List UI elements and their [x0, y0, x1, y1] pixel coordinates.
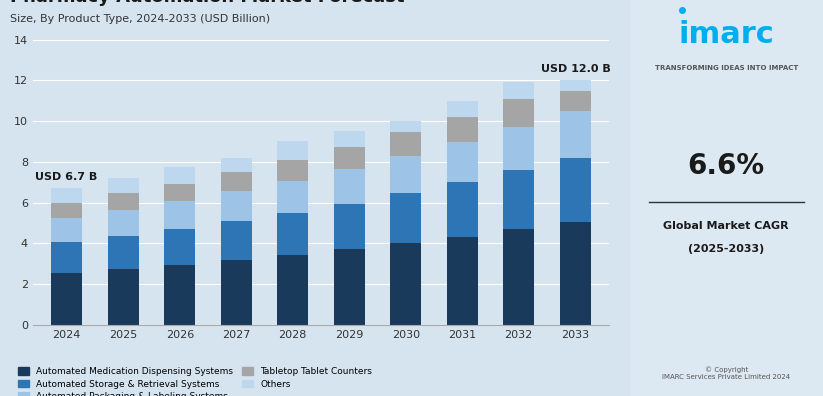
Bar	[503, 99, 534, 127]
Text: Size, By Product Type, 2024-2033 (USD Billion): Size, By Product Type, 2024-2033 (USD Bi…	[10, 14, 270, 24]
Bar	[108, 209, 139, 236]
Legend: Automated Medication Dispensing Systems, Automated Storage & Retrieval Systems, : Automated Medication Dispensing Systems,…	[14, 364, 375, 396]
Bar	[51, 218, 82, 242]
Bar	[333, 204, 365, 249]
Bar	[221, 191, 252, 221]
Text: USD 6.7 B: USD 6.7 B	[35, 172, 97, 182]
Bar	[560, 80, 591, 91]
Bar	[108, 236, 139, 269]
Bar	[165, 184, 195, 201]
Text: © Copyright
IMARC Services Private Limited 2024: © Copyright IMARC Services Private Limit…	[663, 366, 790, 380]
Bar	[503, 127, 534, 170]
Bar	[51, 242, 82, 273]
Bar	[390, 243, 421, 325]
Text: 6.6%: 6.6%	[688, 152, 765, 180]
Bar	[447, 101, 477, 117]
Bar	[277, 160, 309, 181]
Bar	[560, 91, 591, 111]
Bar	[447, 142, 477, 183]
Bar	[165, 265, 195, 325]
Bar	[108, 269, 139, 325]
Text: (2025-2033): (2025-2033)	[688, 244, 765, 255]
Bar	[333, 147, 365, 169]
Bar	[333, 169, 365, 204]
Bar	[503, 82, 534, 99]
Bar	[221, 158, 252, 172]
Bar	[108, 178, 139, 193]
Bar	[51, 273, 82, 325]
Bar	[390, 156, 421, 193]
Text: USD 12.0 B: USD 12.0 B	[542, 64, 611, 74]
Bar	[221, 260, 252, 325]
Text: Global Market CAGR: Global Market CAGR	[663, 221, 789, 231]
Bar	[51, 188, 82, 202]
Bar	[51, 202, 82, 218]
Bar	[447, 183, 477, 237]
Bar	[221, 172, 252, 191]
Bar	[277, 141, 309, 160]
Bar	[333, 249, 365, 325]
Bar	[390, 193, 421, 243]
Text: TRANSFORMING IDEAS INTO IMPACT: TRANSFORMING IDEAS INTO IMPACT	[654, 65, 798, 71]
Bar	[560, 158, 591, 222]
Bar	[221, 221, 252, 260]
Bar	[390, 133, 421, 156]
Bar	[447, 237, 477, 325]
Bar	[277, 255, 309, 325]
Bar	[503, 229, 534, 325]
Bar	[333, 131, 365, 147]
Bar	[560, 111, 591, 158]
Bar	[165, 229, 195, 265]
Bar	[108, 193, 139, 209]
Bar	[165, 167, 195, 184]
Bar	[277, 213, 309, 255]
Bar	[390, 121, 421, 133]
Text: Pharmacy Automation Market Forecast: Pharmacy Automation Market Forecast	[10, 0, 404, 6]
Bar	[165, 201, 195, 229]
Bar	[503, 170, 534, 229]
Text: imarc: imarc	[678, 20, 774, 49]
Bar	[277, 181, 309, 213]
Bar	[447, 117, 477, 142]
Bar	[560, 222, 591, 325]
